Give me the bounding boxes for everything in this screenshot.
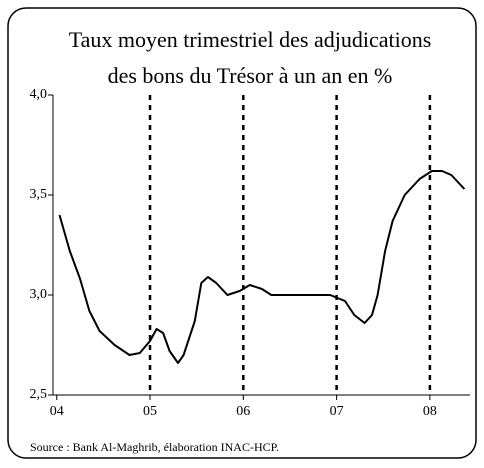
x-tick-label: 08 <box>423 404 437 419</box>
x-tick-label: 06 <box>236 404 250 419</box>
y-tick-label: 4,0 <box>30 87 48 102</box>
y-tick-label: 3,5 <box>30 187 48 202</box>
y-tick-label: 2,5 <box>30 387 48 402</box>
source: Source : Bank Al-Maghrib, élaboration IN… <box>30 440 279 454</box>
line <box>58 170 466 364</box>
frame <box>7 7 477 459</box>
x-tick-label: 07 <box>330 404 344 419</box>
x-tick-label: 05 <box>143 404 157 419</box>
chart-title: des bons du Trésor à un an en % <box>108 63 393 88</box>
y-tick-label: 3,0 <box>30 287 48 302</box>
chart-title: Taux moyen trimestriel des adjudications <box>69 27 432 52</box>
x-tick-label: 04 <box>50 404 64 419</box>
